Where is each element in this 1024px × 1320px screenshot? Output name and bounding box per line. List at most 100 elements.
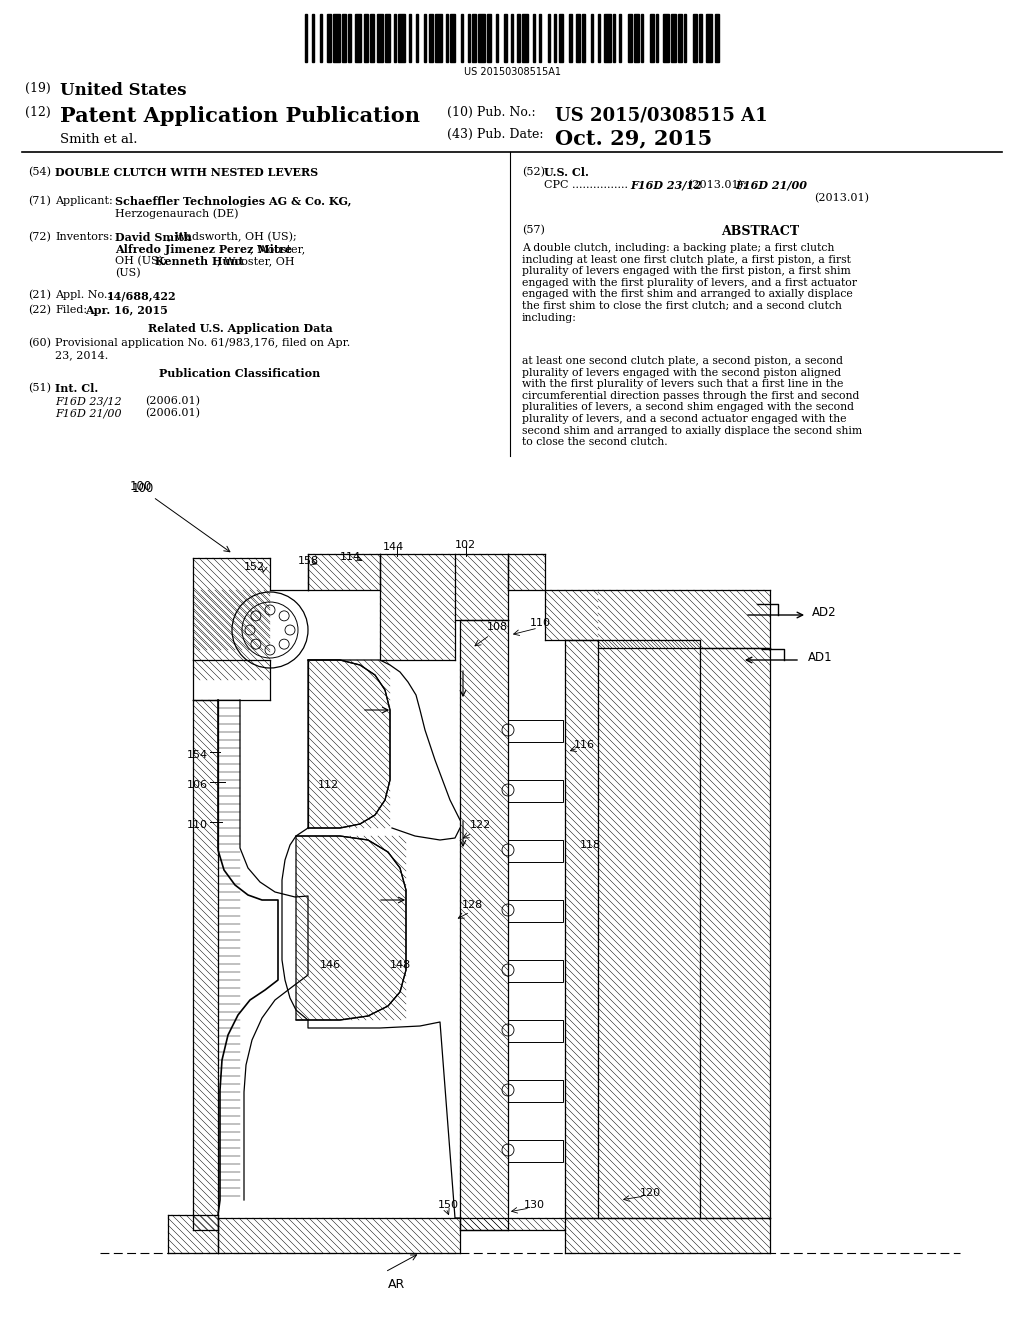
Bar	[445, 15, 449, 62]
Bar	[305, 15, 307, 62]
Text: (2006.01): (2006.01)	[145, 408, 200, 418]
Circle shape	[502, 904, 514, 916]
Bar	[699, 15, 701, 62]
Text: 146: 146	[319, 960, 341, 970]
Bar	[355, 15, 361, 62]
Bar	[569, 15, 571, 62]
Bar	[508, 719, 563, 742]
Text: OH (US);: OH (US);	[115, 256, 170, 267]
Text: (2013.01): (2013.01)	[814, 193, 869, 203]
Bar	[539, 15, 542, 62]
Bar	[532, 15, 535, 62]
Bar	[548, 15, 550, 62]
Text: (54): (54)	[28, 168, 51, 177]
Circle shape	[502, 843, 514, 855]
Bar	[487, 15, 492, 62]
Text: F16D 21/00: F16D 21/00	[735, 180, 807, 191]
Circle shape	[502, 1084, 514, 1096]
Bar	[508, 1080, 563, 1102]
Bar	[385, 15, 389, 62]
Text: , Wooster, OH: , Wooster, OH	[217, 256, 295, 267]
Text: 106: 106	[187, 780, 208, 789]
Text: (52): (52)	[522, 168, 545, 177]
Bar	[505, 15, 507, 62]
Text: Kenneth Hunt: Kenneth Hunt	[155, 256, 244, 267]
Bar	[635, 15, 639, 62]
Bar	[522, 15, 528, 62]
Circle shape	[502, 1024, 514, 1036]
Polygon shape	[308, 660, 390, 828]
Text: (51): (51)	[28, 383, 51, 393]
Text: CPC ................: CPC ................	[544, 180, 632, 190]
Bar	[348, 15, 350, 62]
Text: Smith et al.: Smith et al.	[60, 133, 137, 147]
Circle shape	[280, 639, 289, 649]
Bar	[394, 15, 396, 62]
Circle shape	[502, 964, 514, 975]
Bar	[678, 15, 682, 62]
Bar	[435, 15, 441, 62]
Circle shape	[280, 611, 289, 620]
Text: 100: 100	[132, 482, 155, 495]
Text: Int. Cl.: Int. Cl.	[55, 383, 98, 393]
Text: , Wooster,: , Wooster,	[250, 244, 305, 253]
Text: ABSTRACT: ABSTRACT	[721, 224, 799, 238]
Bar	[715, 15, 719, 62]
Text: (2013.01);: (2013.01);	[688, 180, 751, 190]
Circle shape	[251, 639, 261, 649]
Bar	[684, 15, 686, 62]
Text: (12): (12)	[25, 106, 51, 119]
Text: US 20150308515A1: US 20150308515A1	[464, 67, 560, 77]
Bar	[327, 15, 331, 62]
Circle shape	[265, 645, 275, 655]
Text: US 2015/0308515 A1: US 2015/0308515 A1	[555, 106, 768, 124]
Bar	[508, 840, 563, 862]
Bar	[496, 15, 498, 62]
Text: (57): (57)	[522, 224, 545, 235]
Text: Provisional application No. 61/983,176, filed on Apr.: Provisional application No. 61/983,176, …	[55, 338, 350, 348]
Text: (22): (22)	[28, 305, 51, 315]
Text: 122: 122	[470, 820, 492, 830]
Text: 120: 120	[640, 1188, 662, 1199]
Bar	[333, 15, 340, 62]
Text: Related U.S. Application Data: Related U.S. Application Data	[147, 323, 333, 334]
Polygon shape	[296, 836, 406, 1020]
Bar	[649, 15, 654, 62]
Bar	[693, 15, 697, 62]
Text: 158: 158	[298, 556, 319, 566]
Text: (21): (21)	[28, 290, 51, 301]
Bar	[508, 900, 563, 921]
Bar	[409, 15, 412, 62]
Bar	[321, 15, 323, 62]
Text: Patent Application Publication: Patent Application Publication	[60, 106, 420, 125]
Text: 154: 154	[186, 750, 208, 760]
Text: 14/688,422: 14/688,422	[106, 290, 176, 301]
Bar	[377, 15, 383, 62]
Text: Filed:: Filed:	[55, 305, 87, 315]
Circle shape	[502, 784, 514, 796]
Text: Applicant:: Applicant:	[55, 195, 113, 206]
Bar	[451, 15, 455, 62]
Bar	[604, 15, 610, 62]
Bar	[620, 15, 622, 62]
Circle shape	[232, 591, 308, 668]
Text: Publication Classification: Publication Classification	[160, 368, 321, 379]
Text: AD2: AD2	[812, 606, 837, 619]
Bar	[342, 15, 346, 62]
Bar	[311, 15, 313, 62]
Text: F16D 23/12: F16D 23/12	[55, 396, 122, 407]
Bar	[598, 15, 600, 62]
Circle shape	[265, 605, 275, 615]
Bar	[508, 780, 563, 803]
Bar	[641, 15, 643, 62]
Text: 116: 116	[574, 741, 595, 750]
Text: at least one second clutch plate, a second piston, a second
plurality of levers : at least one second clutch plate, a seco…	[522, 356, 862, 447]
Circle shape	[242, 602, 298, 657]
Text: 100: 100	[130, 480, 153, 492]
Bar	[370, 15, 375, 62]
Text: 112: 112	[318, 780, 339, 789]
Text: A double clutch, including: a backing plate; a first clutch
including at least o: A double clutch, including: a backing pl…	[522, 243, 857, 322]
Bar	[508, 1140, 563, 1162]
Bar	[583, 15, 585, 62]
Text: (60): (60)	[28, 338, 51, 348]
